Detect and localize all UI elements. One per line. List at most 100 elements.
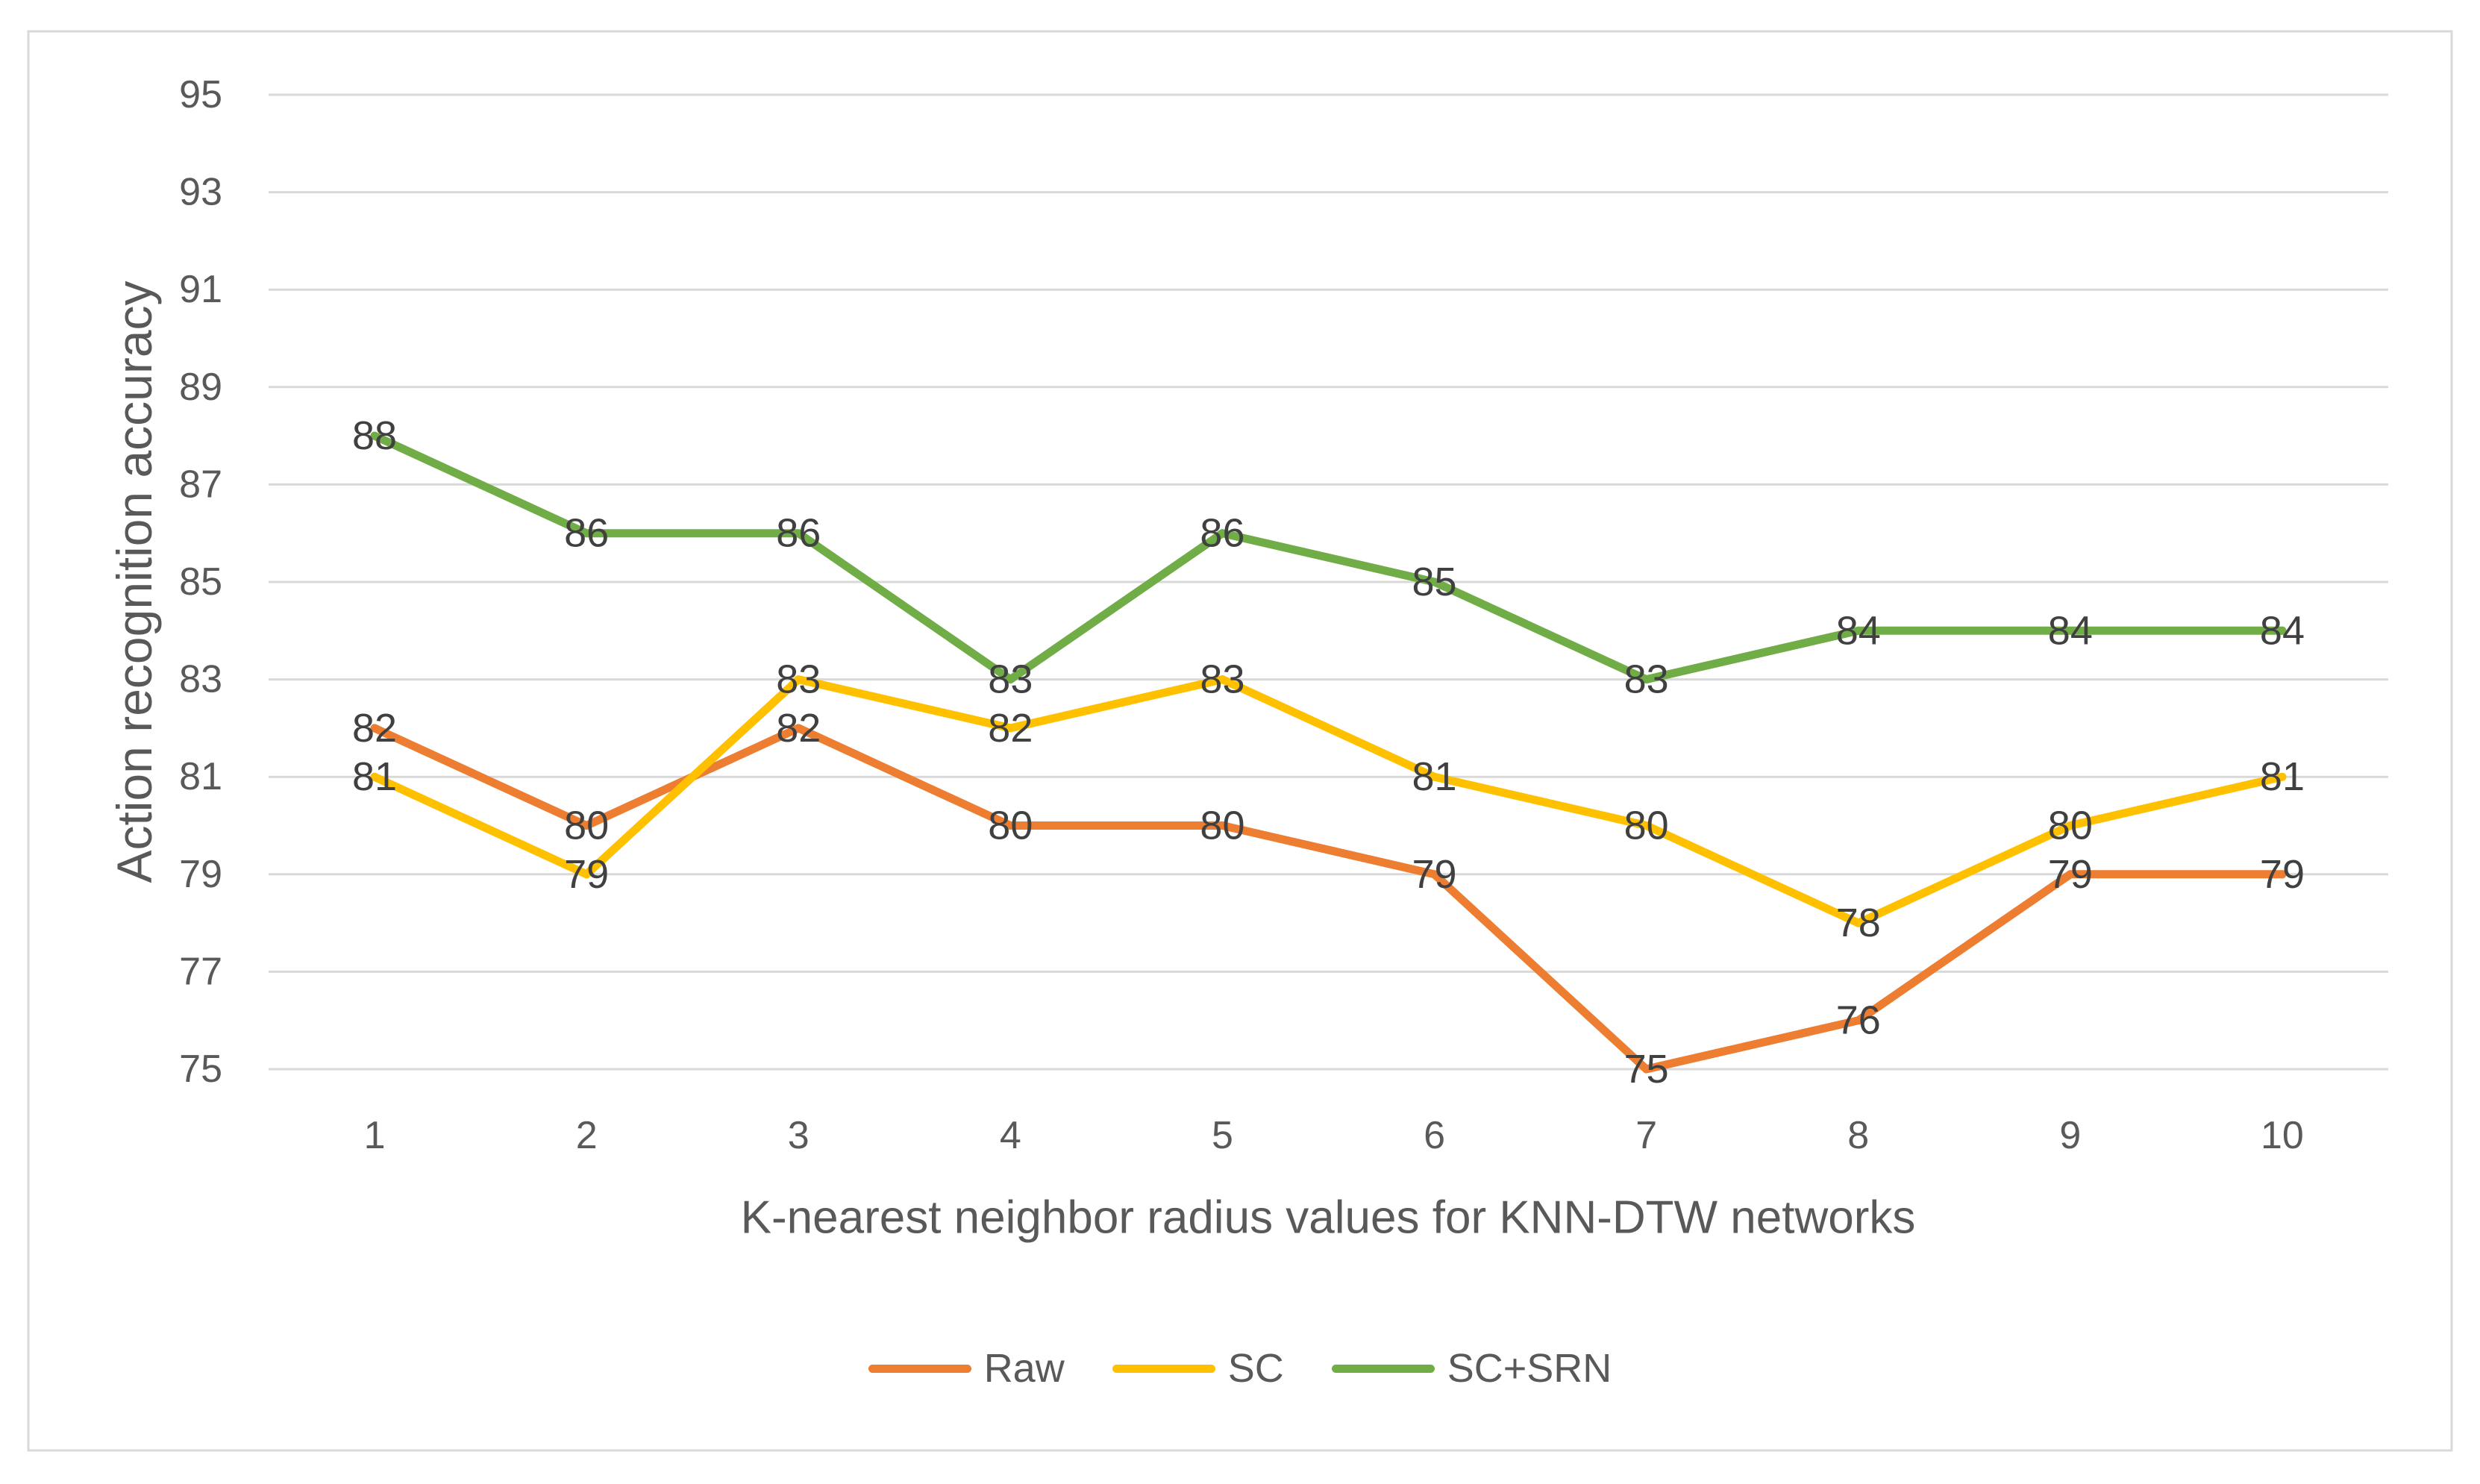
y-tick-label: 77 xyxy=(179,950,222,993)
y-tick-label: 83 xyxy=(179,658,222,701)
data-point-sc xyxy=(2278,772,2287,781)
data-label-sc: 83 xyxy=(1200,657,1244,702)
y-tick-label: 89 xyxy=(179,366,222,409)
data-point-sc-srn xyxy=(1006,675,1015,684)
data-point-sc xyxy=(2066,821,2075,830)
series-line-sc-srn xyxy=(370,431,2287,684)
data-label-raw: 79 xyxy=(2048,852,2093,897)
series-line-sc xyxy=(370,675,2287,927)
data-label-sc: 79 xyxy=(564,852,609,897)
y-tick-label: 81 xyxy=(179,755,222,798)
data-label-raw: 82 xyxy=(352,706,397,751)
y-tick-label: 75 xyxy=(179,1048,222,1091)
data-label-sc-srn: 86 xyxy=(776,511,821,556)
data-label-sc: 81 xyxy=(1412,754,1457,799)
x-tick-label: 6 xyxy=(1424,1114,1445,1157)
legend-marker-sc-srn xyxy=(1331,1364,1435,1373)
y-tick-label: 79 xyxy=(179,853,222,896)
x-tick-label: 3 xyxy=(788,1114,810,1157)
data-label-sc: 81 xyxy=(2260,754,2305,799)
data-label-raw: 76 xyxy=(1836,998,1881,1043)
legend-marker-raw xyxy=(868,1364,971,1373)
data-point-sc xyxy=(370,772,379,781)
x-tick-label: 9 xyxy=(2059,1114,2081,1157)
data-point-sc-srn xyxy=(1430,577,1439,586)
y-tick-label: 95 xyxy=(179,73,222,116)
x-tick-label: 2 xyxy=(576,1114,598,1157)
y-tick-label: 85 xyxy=(179,560,222,604)
data-point-raw xyxy=(2278,870,2287,879)
data-label-sc-srn: 83 xyxy=(988,657,1033,702)
x-tick-label: 8 xyxy=(1847,1114,1869,1157)
data-point-raw xyxy=(2066,870,2075,879)
data-label-sc-srn: 84 xyxy=(1836,608,1881,653)
y-axis-title: Action recognition accuracy xyxy=(107,281,162,883)
y-tick-label: 91 xyxy=(179,268,222,311)
legend-label-sc-srn: SC+SRN xyxy=(1447,1346,1612,1391)
data-point-sc xyxy=(1430,772,1439,781)
chart-border xyxy=(27,30,2453,1452)
data-label-sc: 83 xyxy=(776,657,821,702)
x-tick-label: 4 xyxy=(1000,1114,1021,1157)
data-point-raw xyxy=(1430,870,1439,879)
x-axis-tick-labels: 1 2 3 4 5 6 7 8 9 10 xyxy=(364,1114,2304,1157)
data-point-sc-srn xyxy=(1218,529,1227,538)
data-label-raw: 82 xyxy=(776,706,821,751)
data-point-raw xyxy=(582,821,591,830)
legend-marker-sc xyxy=(1112,1364,1215,1373)
x-tick-label: 7 xyxy=(1635,1114,1657,1157)
y-tick-label: 93 xyxy=(179,171,222,214)
series-sc-srn xyxy=(370,431,2287,684)
data-point-sc xyxy=(1642,821,1651,830)
data-label-sc: 80 xyxy=(1624,804,1669,848)
data-label-raw: 79 xyxy=(2260,852,2305,897)
data-point-raw xyxy=(1854,1016,1863,1025)
data-point-raw xyxy=(370,724,379,733)
data-label-raw: 80 xyxy=(988,804,1033,848)
data-point-sc xyxy=(1854,918,1863,927)
data-label-sc-srn: 85 xyxy=(1412,560,1457,604)
legend-item-sc-srn: SC+SRN xyxy=(1331,1346,1612,1391)
data-point-sc-srn xyxy=(370,431,379,440)
x-tick-label: 5 xyxy=(1212,1114,1233,1157)
data-point-sc xyxy=(582,870,591,879)
series-lines xyxy=(370,431,2287,1074)
data-label-sc-srn: 86 xyxy=(564,511,609,556)
legend-label-raw: Raw xyxy=(983,1346,1065,1391)
data-label-raw: 75 xyxy=(1624,1047,1669,1092)
data-label-sc: 78 xyxy=(1836,901,1881,945)
data-point-raw xyxy=(1006,821,1015,830)
legend-label-sc: SC xyxy=(1227,1346,1284,1391)
data-label-sc-srn: 84 xyxy=(2260,608,2305,653)
data-point-sc-srn xyxy=(2066,626,2075,635)
data-label-sc-srn: 88 xyxy=(352,413,397,458)
data-point-sc xyxy=(1006,724,1015,733)
data-label-sc: 82 xyxy=(988,706,1033,751)
data-point-raw xyxy=(1218,821,1227,830)
data-label-sc-srn: 86 xyxy=(1200,511,1244,556)
data-point-sc-srn xyxy=(794,529,803,538)
x-tick-label: 1 xyxy=(364,1114,386,1157)
y-tick-label: 87 xyxy=(179,463,222,506)
x-axis-title: K-nearest neighbor radius values for KNN… xyxy=(741,1192,1916,1244)
data-label-raw: 79 xyxy=(1412,852,1457,897)
data-label-sc-srn: 83 xyxy=(1624,657,1669,702)
data-point-sc xyxy=(1218,675,1227,684)
data-point-sc-srn xyxy=(1854,626,1863,635)
data-point-raw xyxy=(1642,1065,1651,1074)
data-label-sc-srn: 84 xyxy=(2048,608,2093,653)
data-label-raw: 80 xyxy=(1200,804,1244,848)
series-sc xyxy=(370,675,2287,927)
legend-item-sc: SC xyxy=(1112,1346,1284,1391)
data-point-sc xyxy=(794,675,803,684)
data-label-sc: 81 xyxy=(352,754,397,799)
legend-item-raw: Raw xyxy=(868,1346,1065,1391)
data-point-sc-srn xyxy=(1642,675,1651,684)
data-point-sc-srn xyxy=(582,529,591,538)
data-point-sc-srn xyxy=(2278,626,2287,635)
data-point-raw xyxy=(794,724,803,733)
data-label-sc: 80 xyxy=(2048,804,2093,848)
